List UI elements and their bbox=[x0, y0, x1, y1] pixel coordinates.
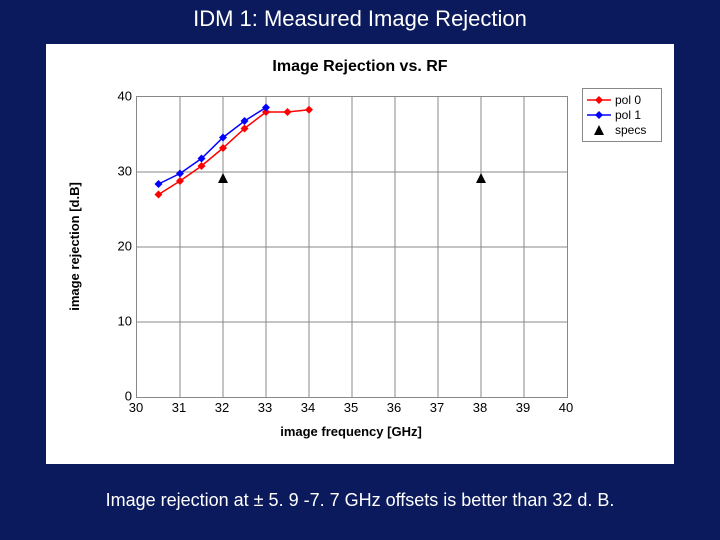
slide: IDM 1: Measured Image Rejection Image Re… bbox=[0, 0, 720, 540]
x-tick: 33 bbox=[258, 400, 272, 415]
legend-label: pol 1 bbox=[615, 108, 641, 122]
legend-swatch bbox=[587, 109, 611, 121]
legend-entry: specs bbox=[587, 123, 657, 137]
legend-label: pol 0 bbox=[615, 93, 641, 107]
marker-diamond-icon bbox=[155, 180, 163, 188]
plot-svg bbox=[137, 97, 567, 397]
x-tick: 40 bbox=[559, 400, 573, 415]
legend-entry: pol 1 bbox=[587, 108, 657, 122]
marker-triangle-icon bbox=[476, 173, 486, 183]
marker-triangle-icon bbox=[218, 173, 228, 183]
marker-diamond-icon bbox=[595, 111, 603, 119]
y-ticks: 010203040 bbox=[104, 96, 132, 396]
plot-area bbox=[136, 96, 568, 398]
legend-swatch bbox=[587, 94, 611, 106]
x-ticks: 3031323334353637383940 bbox=[136, 400, 566, 420]
x-tick: 31 bbox=[172, 400, 186, 415]
marker-diamond-icon bbox=[284, 108, 292, 116]
marker-diamond-icon bbox=[305, 106, 313, 114]
legend-swatch bbox=[587, 124, 611, 136]
x-tick: 36 bbox=[387, 400, 401, 415]
legend: pol 0pol 1specs bbox=[582, 88, 662, 142]
x-tick: 37 bbox=[430, 400, 444, 415]
marker-triangle-icon bbox=[594, 125, 604, 135]
legend-label: specs bbox=[615, 123, 646, 137]
x-tick: 30 bbox=[129, 400, 143, 415]
x-tick: 38 bbox=[473, 400, 487, 415]
series-line bbox=[159, 108, 267, 185]
chart-title: Image Rejection vs. RF bbox=[46, 58, 674, 76]
y-axis-label-text: image rejection [d.B] bbox=[67, 182, 82, 311]
chart-card: Image Rejection vs. RF image rejection [… bbox=[46, 44, 674, 464]
x-tick: 32 bbox=[215, 400, 229, 415]
y-tick: 10 bbox=[104, 314, 132, 329]
x-tick: 34 bbox=[301, 400, 315, 415]
marker-diamond-icon bbox=[595, 96, 603, 104]
marker-diamond-icon bbox=[262, 104, 270, 112]
x-tick: 39 bbox=[516, 400, 530, 415]
y-tick: 40 bbox=[104, 89, 132, 104]
y-axis-label: image rejection [d.B] bbox=[64, 96, 84, 396]
y-tick: 30 bbox=[104, 164, 132, 179]
x-axis-label: image frequency [GHz] bbox=[136, 424, 566, 439]
legend-entry: pol 0 bbox=[587, 93, 657, 107]
slide-title: IDM 1: Measured Image Rejection bbox=[0, 0, 720, 32]
caption: Image rejection at ± 5. 9 -7. 7 GHz offs… bbox=[0, 490, 720, 511]
marker-diamond-icon bbox=[155, 191, 163, 199]
x-tick: 35 bbox=[344, 400, 358, 415]
y-tick: 20 bbox=[104, 239, 132, 254]
